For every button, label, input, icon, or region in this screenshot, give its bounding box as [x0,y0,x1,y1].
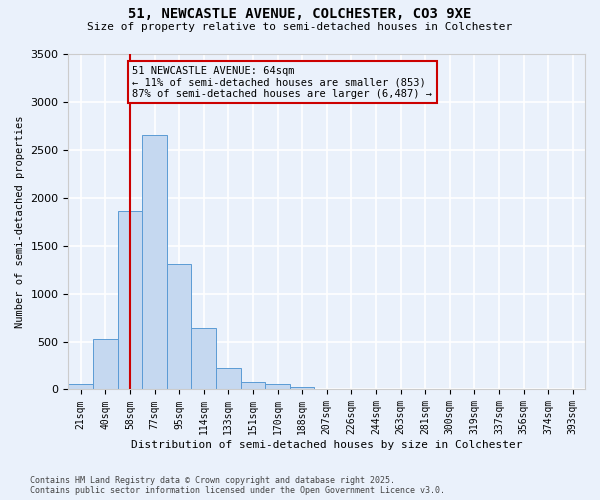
Bar [216,368,241,390]
Text: Contains HM Land Registry data © Crown copyright and database right 2025.
Contai: Contains HM Land Registry data © Crown c… [30,476,445,495]
Y-axis label: Number of semi-detached properties: Number of semi-detached properties [15,116,25,328]
Text: Size of property relative to semi-detached houses in Colchester: Size of property relative to semi-detach… [88,22,512,32]
Bar [93,338,118,390]
Text: 51, NEWCASTLE AVENUE, COLCHESTER, CO3 9XE: 51, NEWCASTLE AVENUE, COLCHESTER, CO3 9X… [128,8,472,22]
Bar [241,382,265,390]
Bar [142,134,167,390]
Bar [290,386,314,390]
Bar [68,384,93,390]
X-axis label: Distribution of semi-detached houses by size in Colchester: Distribution of semi-detached houses by … [131,440,523,450]
Bar [191,328,216,390]
Bar [118,211,142,390]
Bar [167,264,191,390]
Bar [265,384,290,390]
Text: 51 NEWCASTLE AVENUE: 64sqm
← 11% of semi-detached houses are smaller (853)
87% o: 51 NEWCASTLE AVENUE: 64sqm ← 11% of semi… [133,66,433,98]
